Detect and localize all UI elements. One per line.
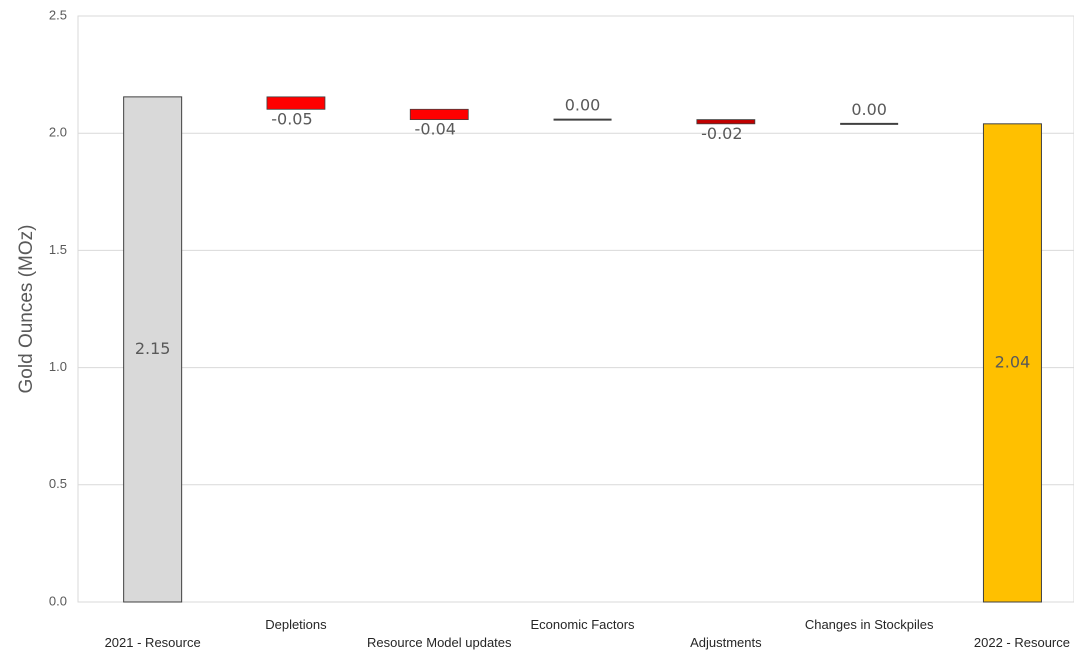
y-tick-label: 2.5 xyxy=(49,7,67,22)
x-category-label: Adjustments xyxy=(690,635,762,650)
gridlines xyxy=(78,132,1074,486)
x-category-label: Depletions xyxy=(265,617,327,632)
y-tick-label: 0.0 xyxy=(49,593,67,608)
data-label: -0.02 xyxy=(701,124,742,143)
bar-decrease xyxy=(266,96,326,110)
y-tick-label: 0.5 xyxy=(49,476,67,491)
y-tick-label: 1.5 xyxy=(49,242,67,257)
data-label: 0.00 xyxy=(565,96,601,115)
data-labels: 2.15 -0.05 -0.04 0.00 -0.02 0.00 2.04 xyxy=(135,96,1030,372)
data-label: 2.04 xyxy=(995,352,1031,371)
x-category-label: 2021 - Resource xyxy=(105,635,201,650)
y-axis-title: Gold Ounces (MOz) xyxy=(16,225,37,394)
bars xyxy=(123,96,1042,603)
x-category-label: Resource Model updates xyxy=(367,635,512,650)
bar-decrease xyxy=(696,119,756,125)
bar-decrease xyxy=(409,108,469,121)
x-category-label: Economic Factors xyxy=(531,617,636,632)
data-label: -0.04 xyxy=(415,120,456,139)
x-axis-category-labels: 2021 - Resource Depletions Resource Model … xyxy=(105,617,1070,650)
plot-frame xyxy=(77,15,1074,603)
data-label: 2.15 xyxy=(135,339,171,358)
bar-total xyxy=(123,96,183,603)
bar-total xyxy=(982,123,1042,603)
y-axis-ticks: 0.0 0.5 1.0 1.5 2.0 2.5 xyxy=(49,7,67,608)
data-label: -0.05 xyxy=(271,109,312,128)
y-tick-label: 2.0 xyxy=(49,125,67,140)
x-category-label: Changes in Stockpiles xyxy=(805,617,934,632)
x-category-label: 2022 - Resource xyxy=(974,635,1070,650)
y-tick-label: 1.0 xyxy=(49,359,67,374)
data-label: 0.00 xyxy=(851,100,887,119)
